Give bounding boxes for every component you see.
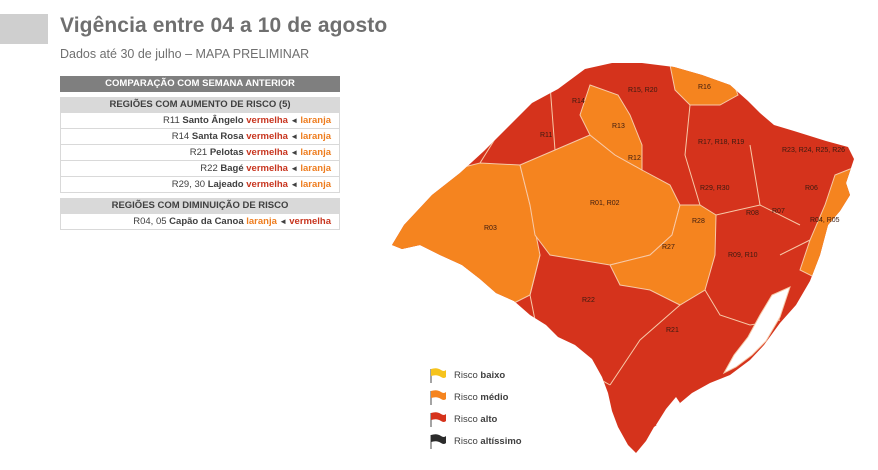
legend-level: médio	[480, 392, 509, 403]
region-label: R03	[484, 225, 497, 232]
risk-from: vermelha	[246, 147, 288, 158]
region-city: Lajeado	[207, 179, 247, 190]
region-r03	[392, 162, 541, 306]
risk-from: vermelha	[246, 179, 288, 190]
risk-to: laranja	[300, 131, 331, 142]
risk-from: vermelha	[246, 131, 288, 142]
arrow-left-icon: ◄	[287, 116, 301, 125]
region-label: R08	[746, 210, 759, 217]
region-r12-r13	[579, 84, 643, 171]
legend-level: alto	[480, 414, 498, 425]
legend-prefix: Risco	[454, 370, 481, 381]
region-code: R04, 05	[133, 216, 170, 227]
arrow-left-icon: ◄	[287, 164, 301, 173]
region-city: Bagé	[220, 163, 247, 174]
decrease-header: REGIÕES COM DIMINUIÇÃO DE RISCO	[60, 198, 340, 214]
region-label: R06	[805, 185, 818, 192]
region-city: Pelotas	[209, 147, 247, 158]
region-label: R14	[572, 98, 585, 105]
region-label: R21	[666, 327, 679, 334]
decrease-row: R04, 05 Capão da Canoa laranja ◄ vermelh…	[60, 214, 340, 230]
region-label: R16	[698, 84, 711, 91]
region-label: R15, R20	[628, 87, 658, 94]
region-code: R14	[171, 131, 192, 142]
risk-from: laranja	[246, 216, 277, 227]
risk-to: laranja	[300, 147, 331, 158]
flag-red-icon	[430, 412, 446, 427]
arrow-left-icon: ◄	[276, 217, 290, 226]
increase-row: R29, 30 Lajeado vermelha ◄ laranja	[60, 177, 340, 193]
risk-from: vermelha	[246, 163, 288, 174]
rs-risk-map: R14 R15, R20 R16 R11 R13 R17, R18, R19 R23, R2…	[380, 55, 860, 460]
increase-row: R11 Santo Ângelo vermelha ◄ laranja	[60, 113, 340, 129]
region-label: R23, R24, R25, R26	[782, 147, 845, 154]
arrow-left-icon: ◄	[287, 148, 301, 157]
arrow-left-icon: ◄	[287, 180, 301, 189]
region-label: R22	[582, 297, 595, 304]
increase-header: REGIÕES COM AUMENTO DE RISCO (5)	[60, 97, 340, 113]
lagoon-south	[656, 397, 680, 427]
title-accent-bar	[0, 14, 48, 44]
region-label: R29, R30	[700, 185, 730, 192]
region-label: R28	[692, 218, 705, 225]
comparison-header: COMPARAÇÃO COM SEMANA ANTERIOR	[60, 76, 340, 92]
region-label: R17, R18, R19	[698, 139, 744, 146]
region-code: R11	[163, 115, 183, 126]
region-code: R29, 30	[171, 179, 208, 190]
legend-level: baixo	[480, 370, 506, 381]
risk-to: laranja	[300, 179, 331, 190]
increase-row: R22 Bagé vermelha ◄ laranja	[60, 161, 340, 177]
risk-to: laranja	[300, 163, 331, 174]
region-city: Santa Rosa	[191, 131, 247, 142]
region-label: R04, R05	[810, 217, 840, 224]
arrow-left-icon: ◄	[287, 132, 301, 141]
risk-to: vermelha	[289, 216, 331, 227]
region-label: R01, R02	[590, 200, 620, 207]
region-label: R27	[662, 244, 675, 251]
region-code: R21	[189, 147, 210, 158]
lagoon	[722, 286, 791, 375]
comparison-panel: COMPARAÇÃO COM SEMANA ANTERIOR	[60, 76, 340, 92]
risk-from: vermelha	[246, 115, 288, 126]
region-city: Santo Ângelo	[182, 115, 247, 126]
region-city: Capão da Canoa	[169, 216, 247, 227]
region-label: R11	[540, 132, 552, 139]
decrease-table: REGIÕES COM DIMINUIÇÃO DE RISCO R04, 05 …	[60, 198, 340, 230]
increase-row: R21 Pelotas vermelha ◄ laranja	[60, 145, 340, 161]
region-label: R09, R10	[728, 252, 758, 259]
legend-prefix: Risco	[454, 392, 481, 403]
region-r27-r28	[609, 204, 717, 306]
region-label: R12	[628, 155, 641, 162]
risk-to: laranja	[300, 115, 331, 126]
legend-prefix: Risco	[454, 436, 481, 447]
region-code: R22	[200, 163, 221, 174]
page-subtitle: Dados até 30 de julho – MAPA PRELIMINAR	[60, 47, 310, 61]
legend-prefix: Risco	[454, 414, 481, 425]
legend-level: altíssimo	[480, 436, 522, 447]
region-label: R13	[612, 123, 625, 130]
increase-table: REGIÕES COM AUMENTO DE RISCO (5) R11 San…	[60, 97, 340, 193]
flag-yellow-icon	[430, 368, 446, 383]
region-label: R07	[772, 208, 785, 215]
increase-row: R14 Santa Rosa vermelha ◄ laranja	[60, 129, 340, 145]
flag-orange-icon	[430, 390, 446, 405]
flag-black-icon	[430, 434, 446, 449]
page-title: Vigência entre 04 a 10 de agosto	[60, 14, 388, 37]
